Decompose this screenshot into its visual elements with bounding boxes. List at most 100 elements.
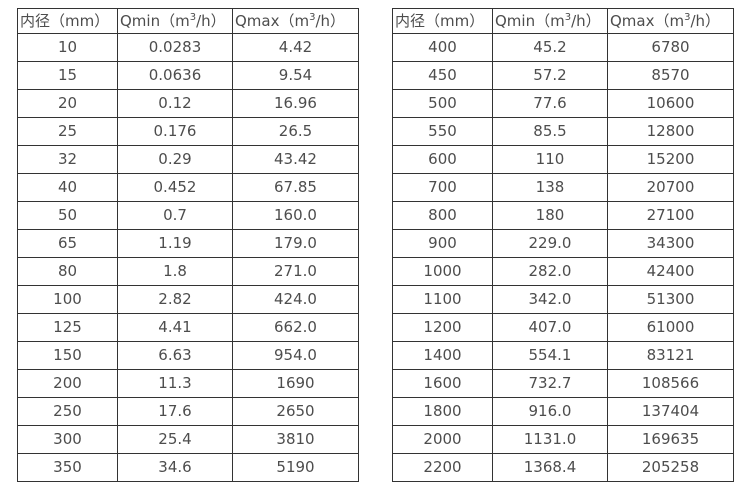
table-cell: 500 [392, 89, 493, 118]
table-cell: 17.6 [117, 397, 233, 426]
table-cell: 1690 [232, 369, 359, 398]
table-cell: 1800 [392, 397, 493, 426]
table-cell: 732.7 [492, 369, 608, 398]
table-cell: 6780 [607, 33, 734, 62]
table-row: 2000 1131.0 169635 [392, 425, 734, 454]
table-cell: 27100 [607, 201, 734, 230]
table-cell: 3810 [232, 425, 359, 454]
table-row: 1800 916.0 137404 [392, 397, 734, 426]
table-row: 800 180 27100 [392, 201, 734, 230]
table-cell: 4.42 [232, 33, 359, 62]
table-cell: 9.54 [232, 61, 359, 90]
table-cell: 407.0 [492, 313, 608, 342]
table-row: 1600 732.7 108566 [392, 369, 734, 398]
table-cell: 100 [17, 285, 118, 314]
table-row: 500 77.6 10600 [392, 89, 734, 118]
table-cell: 916.0 [492, 397, 608, 426]
table-cell: 34.6 [117, 453, 233, 482]
table-cell: 137404 [607, 397, 734, 426]
table-cell: 205258 [607, 453, 734, 482]
table-cell: 600 [392, 145, 493, 174]
table-cell: 2000 [392, 425, 493, 454]
table-row: 50 0.7 160.0 [17, 201, 359, 230]
table-cell: 10600 [607, 89, 734, 118]
table-cell: 25 [17, 117, 118, 146]
table-cell: 85.5 [492, 117, 608, 146]
table-cell: 424.0 [232, 285, 359, 314]
table-cell: 1200 [392, 313, 493, 342]
table-row: 300 25.4 3810 [17, 425, 359, 454]
table-row: 1000 282.0 42400 [392, 257, 734, 286]
table-cell: 12800 [607, 117, 734, 146]
table-row: 400 45.2 6780 [392, 33, 734, 62]
table-cell: 61000 [607, 313, 734, 342]
table-row: 1400 554.1 83121 [392, 341, 734, 370]
column-header-2: Qmax（m3/h） [232, 8, 359, 34]
table-cell: 954.0 [232, 341, 359, 370]
table-row: 350 34.6 5190 [17, 453, 359, 482]
table-row: 550 85.5 12800 [392, 117, 734, 146]
table-cell: 6.63 [117, 341, 233, 370]
table-cell: 342.0 [492, 285, 608, 314]
table-cell: 51300 [607, 285, 734, 314]
table-row: 900 229.0 34300 [392, 229, 734, 258]
table-cell: 1600 [392, 369, 493, 398]
table-cell: 125 [17, 313, 118, 342]
table-row: 32 0.29 43.42 [17, 145, 359, 174]
table-row: 40 0.452 67.85 [17, 173, 359, 202]
table-cell: 110 [492, 145, 608, 174]
table-cell: 20 [17, 89, 118, 118]
table-cell: 0.0283 [117, 33, 233, 62]
table-cell: 1131.0 [492, 425, 608, 454]
table-cell: 20700 [607, 173, 734, 202]
table-row: 15 0.0636 9.54 [17, 61, 359, 90]
table-row: 450 57.2 8570 [392, 61, 734, 90]
table-row: 150 6.63 954.0 [17, 341, 359, 370]
table-cell: 65 [17, 229, 118, 258]
table-cell: 1100 [392, 285, 493, 314]
table-cell: 0.176 [117, 117, 233, 146]
table-header-row: 内径（mm） Qmin（m3/h） Qmax（m3/h） [17, 8, 359, 34]
table-row: 10 0.0283 4.42 [17, 33, 359, 62]
table-cell: 16.96 [232, 89, 359, 118]
table-row: 1100 342.0 51300 [392, 285, 734, 314]
table-cell: 10 [17, 33, 118, 62]
table-row: 125 4.41 662.0 [17, 313, 359, 342]
flow-spec-table-large-diameters: 内径（mm） Qmin（m3/h） Qmax（m3/h） 400 45.2 6780 45… [392, 8, 734, 482]
table-cell: 25.4 [117, 425, 233, 454]
table-cell: 700 [392, 173, 493, 202]
table-cell: 2.82 [117, 285, 233, 314]
table-cell: 50 [17, 201, 118, 230]
table-header-row: 内径（mm） Qmin（m3/h） Qmax（m3/h） [17, 8, 359, 34]
table-cell: 271.0 [232, 257, 359, 286]
table-cell: 200 [17, 369, 118, 398]
table-cell: 8570 [607, 61, 734, 90]
table-cell: 179.0 [232, 229, 359, 258]
table-cell: 1.19 [117, 229, 233, 258]
table-cell: 26.5 [232, 117, 359, 146]
table-cell: 554.1 [492, 341, 608, 370]
table-cell: 160.0 [232, 201, 359, 230]
table-cell: 0.0636 [117, 61, 233, 90]
table-cell: 11.3 [117, 369, 233, 398]
table-row: 80 1.8 271.0 [17, 257, 359, 286]
table-cell: 1400 [392, 341, 493, 370]
table-cell: 77.6 [492, 89, 608, 118]
table-row: 600 110 15200 [392, 145, 734, 174]
table-cell: 800 [392, 201, 493, 230]
table-cell: 40 [17, 173, 118, 202]
column-header-0: 内径（mm） [17, 8, 118, 34]
table-cell: 2200 [392, 453, 493, 482]
table-cell: 450 [392, 61, 493, 90]
table-cell: 1368.4 [492, 453, 608, 482]
table-cell: 169635 [607, 425, 734, 454]
table-cell: 250 [17, 397, 118, 426]
table-row: 25 0.176 26.5 [17, 117, 359, 146]
table-cell: 2650 [232, 397, 359, 426]
column-header-1: Qmin（m3/h） [492, 8, 608, 34]
table-cell: 0.452 [117, 173, 233, 202]
table-row: 20 0.12 16.96 [17, 89, 359, 118]
table-row: 2200 1368.4 205258 [392, 453, 734, 482]
table-row: 1200 407.0 61000 [392, 313, 734, 342]
